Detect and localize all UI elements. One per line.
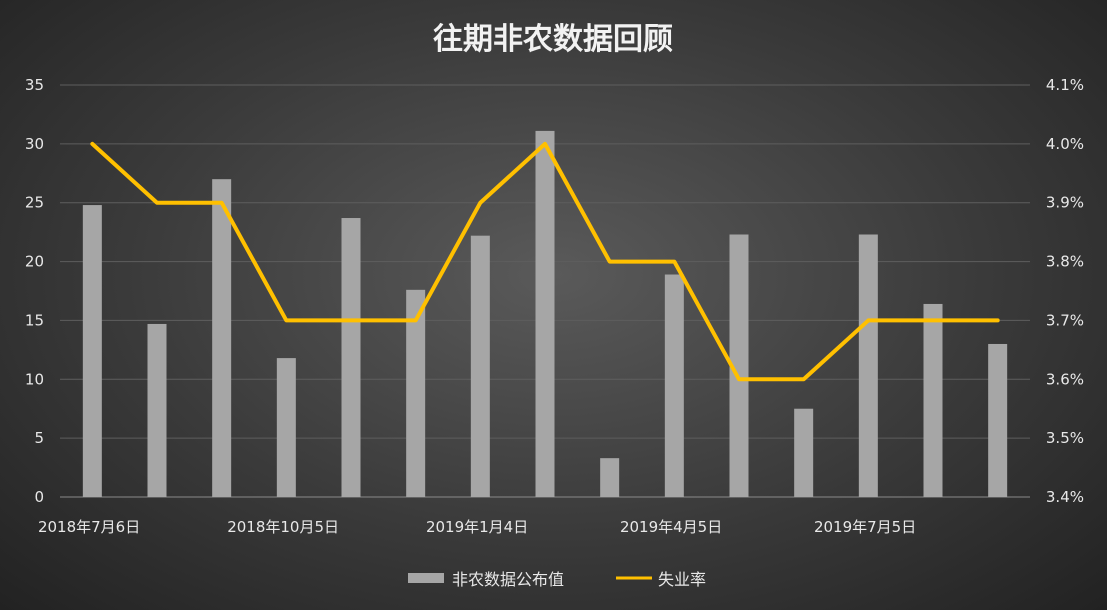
legend: 非农数据公布值 失业率 bbox=[408, 570, 706, 589]
y-left-tick-label: 0 bbox=[34, 488, 44, 506]
x-tick-label: 2019年1月4日 bbox=[426, 518, 528, 536]
y-right-tick-label: 3.4% bbox=[1046, 488, 1084, 506]
y-left-tick-label: 10 bbox=[25, 370, 44, 388]
bar bbox=[794, 408, 814, 497]
y-left-tick-label: 30 bbox=[25, 135, 44, 153]
x-tick-label: 2019年4月5日 bbox=[620, 518, 722, 536]
y-left-tick-label: 20 bbox=[25, 253, 44, 271]
bar bbox=[535, 130, 555, 497]
bar bbox=[82, 205, 102, 497]
y-right-tick-label: 3.9% bbox=[1046, 194, 1084, 212]
bar bbox=[923, 303, 943, 497]
bar bbox=[147, 323, 167, 497]
bar bbox=[341, 218, 361, 497]
bar bbox=[988, 343, 1008, 497]
bar bbox=[858, 234, 878, 498]
x-tick-label: 2018年7月6日 bbox=[38, 518, 140, 536]
legend-label-bars: 非农数据公布值 bbox=[452, 570, 564, 589]
y-axis-left: 0 5 10 15 20 25 30 35 bbox=[25, 76, 44, 506]
y-right-tick-label: 3.8% bbox=[1046, 253, 1084, 271]
bar bbox=[600, 458, 620, 497]
legend-swatch-bars bbox=[408, 573, 444, 583]
y-right-tick-label: 4.0% bbox=[1046, 135, 1084, 153]
y-left-tick-label: 5 bbox=[34, 429, 44, 447]
legend-label-line: 失业率 bbox=[658, 570, 706, 589]
y-left-tick-label: 15 bbox=[25, 311, 44, 329]
bar bbox=[470, 235, 490, 497]
y-right-tick-label: 3.6% bbox=[1046, 370, 1084, 388]
bar bbox=[212, 179, 232, 497]
bar-series bbox=[82, 130, 1008, 498]
y-left-tick-label: 35 bbox=[25, 76, 44, 94]
x-axis: 2018年7月6日 2018年10月5日 2019年1月4日 2019年4月5日 201… bbox=[38, 518, 916, 536]
bar bbox=[276, 358, 296, 497]
line-series bbox=[90, 141, 1000, 382]
x-tick-label: 2018年10月5日 bbox=[227, 518, 339, 536]
x-tick-label: 2019年7月5日 bbox=[814, 518, 916, 536]
chart-title: 往期非农数据回顾 bbox=[433, 22, 673, 57]
y-left-tick-label: 25 bbox=[25, 194, 44, 212]
bar bbox=[664, 274, 684, 497]
y-axis-right: 3.4% 3.5% 3.6% 3.7% 3.8% 3.9% 4.0% 4.1% bbox=[1046, 76, 1084, 506]
y-right-tick-label: 4.1% bbox=[1046, 76, 1084, 94]
bar bbox=[729, 234, 749, 498]
y-right-tick-label: 3.5% bbox=[1046, 429, 1084, 447]
bar bbox=[406, 289, 426, 497]
y-right-tick-label: 3.7% bbox=[1046, 311, 1084, 329]
